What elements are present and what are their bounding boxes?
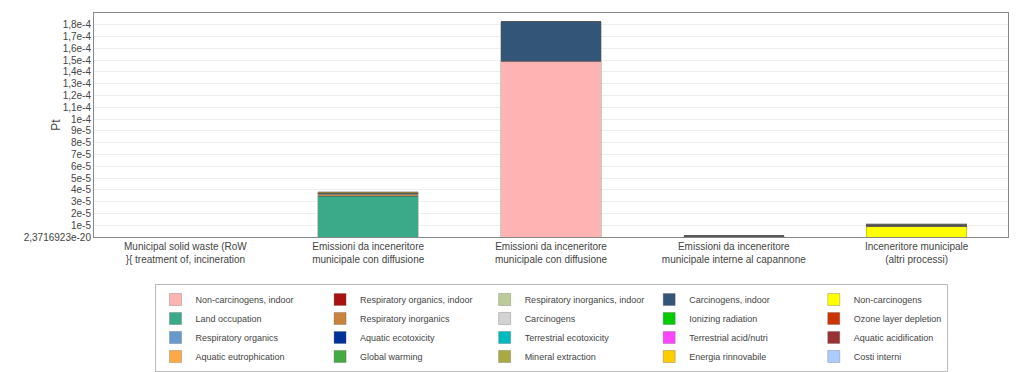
svg-text:8e-5: 8e-5 (71, 137, 91, 148)
svg-text:Ozone layer depletion: Ozone layer depletion (854, 314, 942, 324)
svg-text:1,1e-4: 1,1e-4 (63, 102, 92, 113)
svg-text:Respiratory inorganics: Respiratory inorganics (360, 314, 450, 324)
svg-text:Costi interni: Costi interni (854, 352, 902, 362)
svg-text:1e-5: 1e-5 (71, 220, 91, 231)
svg-text:Carcinogens: Carcinogens (525, 314, 576, 324)
svg-text:Non-carcinogens: Non-carcinogens (854, 295, 923, 305)
svg-text:1,7e-4: 1,7e-4 (63, 31, 92, 42)
svg-text:Respiratory inorganics, indoor: Respiratory inorganics, indoor (525, 295, 645, 305)
svg-text:Land occupation: Land occupation (196, 314, 262, 324)
svg-text:7e-5: 7e-5 (71, 149, 91, 160)
svg-text:1,3e-4: 1,3e-4 (63, 78, 92, 89)
svg-text:Emissioni da inceneritoremunic: Emissioni da inceneritoremunicipale inte… (662, 241, 806, 265)
svg-text:Aquatic eutrophication: Aquatic eutrophication (196, 352, 285, 362)
svg-text:Respiratory organics: Respiratory organics (196, 333, 279, 343)
svg-text:Terrestrial ecotoxicity: Terrestrial ecotoxicity (525, 333, 610, 343)
svg-text:3e-5: 3e-5 (71, 196, 91, 207)
svg-text:1,6e-4: 1,6e-4 (63, 43, 92, 54)
svg-text:2e-5: 2e-5 (71, 208, 91, 219)
svg-text:1e-4: 1e-4 (71, 114, 91, 125)
svg-text:5e-5: 5e-5 (71, 173, 91, 184)
svg-text:Non-carcinogens, indoor: Non-carcinogens, indoor (196, 295, 294, 305)
svg-text:Carcinogens, indoor: Carcinogens, indoor (689, 295, 770, 305)
svg-text:Emissioni da inceneritoremunic: Emissioni da inceneritoremunicipale con … (312, 241, 425, 265)
svg-text:1,5e-4: 1,5e-4 (63, 55, 92, 66)
svg-text:6e-5: 6e-5 (71, 161, 91, 172)
svg-text:Energia rinnovabile: Energia rinnovabile (689, 352, 766, 362)
svg-text:9e-5: 9e-5 (71, 125, 91, 136)
svg-text:Mineral extraction: Mineral extraction (525, 352, 596, 362)
svg-text:1,4e-4: 1,4e-4 (63, 66, 92, 77)
svg-text:Emissioni da inceneritoremunic: Emissioni da inceneritoremunicipale con … (495, 241, 608, 265)
svg-text:Municipal solid waste (RoW}{ t: Municipal solid waste (RoW}{ treatment o… (124, 241, 247, 265)
svg-text:Global warming: Global warming (360, 352, 423, 362)
svg-text:4e-5: 4e-5 (71, 184, 91, 195)
svg-text:1,2e-4: 1,2e-4 (63, 90, 92, 101)
svg-text:Terrestrial acid/nutri: Terrestrial acid/nutri (689, 333, 768, 343)
svg-text:1,8e-4: 1,8e-4 (63, 19, 92, 30)
svg-text:Inceneritore municipale(altri: Inceneritore municipale(altri processi) (865, 241, 969, 265)
svg-text:Ionizing radiation: Ionizing radiation (689, 314, 757, 324)
svg-text:Pt: Pt (49, 119, 63, 131)
svg-text:Respiratory organics, indoor: Respiratory organics, indoor (360, 295, 473, 305)
svg-text:2,3716923e-20: 2,3716923e-20 (24, 232, 92, 243)
svg-text:Aquatic acidification: Aquatic acidification (854, 333, 934, 343)
svg-text:Aquatic ecotoxicity: Aquatic ecotoxicity (360, 333, 435, 343)
